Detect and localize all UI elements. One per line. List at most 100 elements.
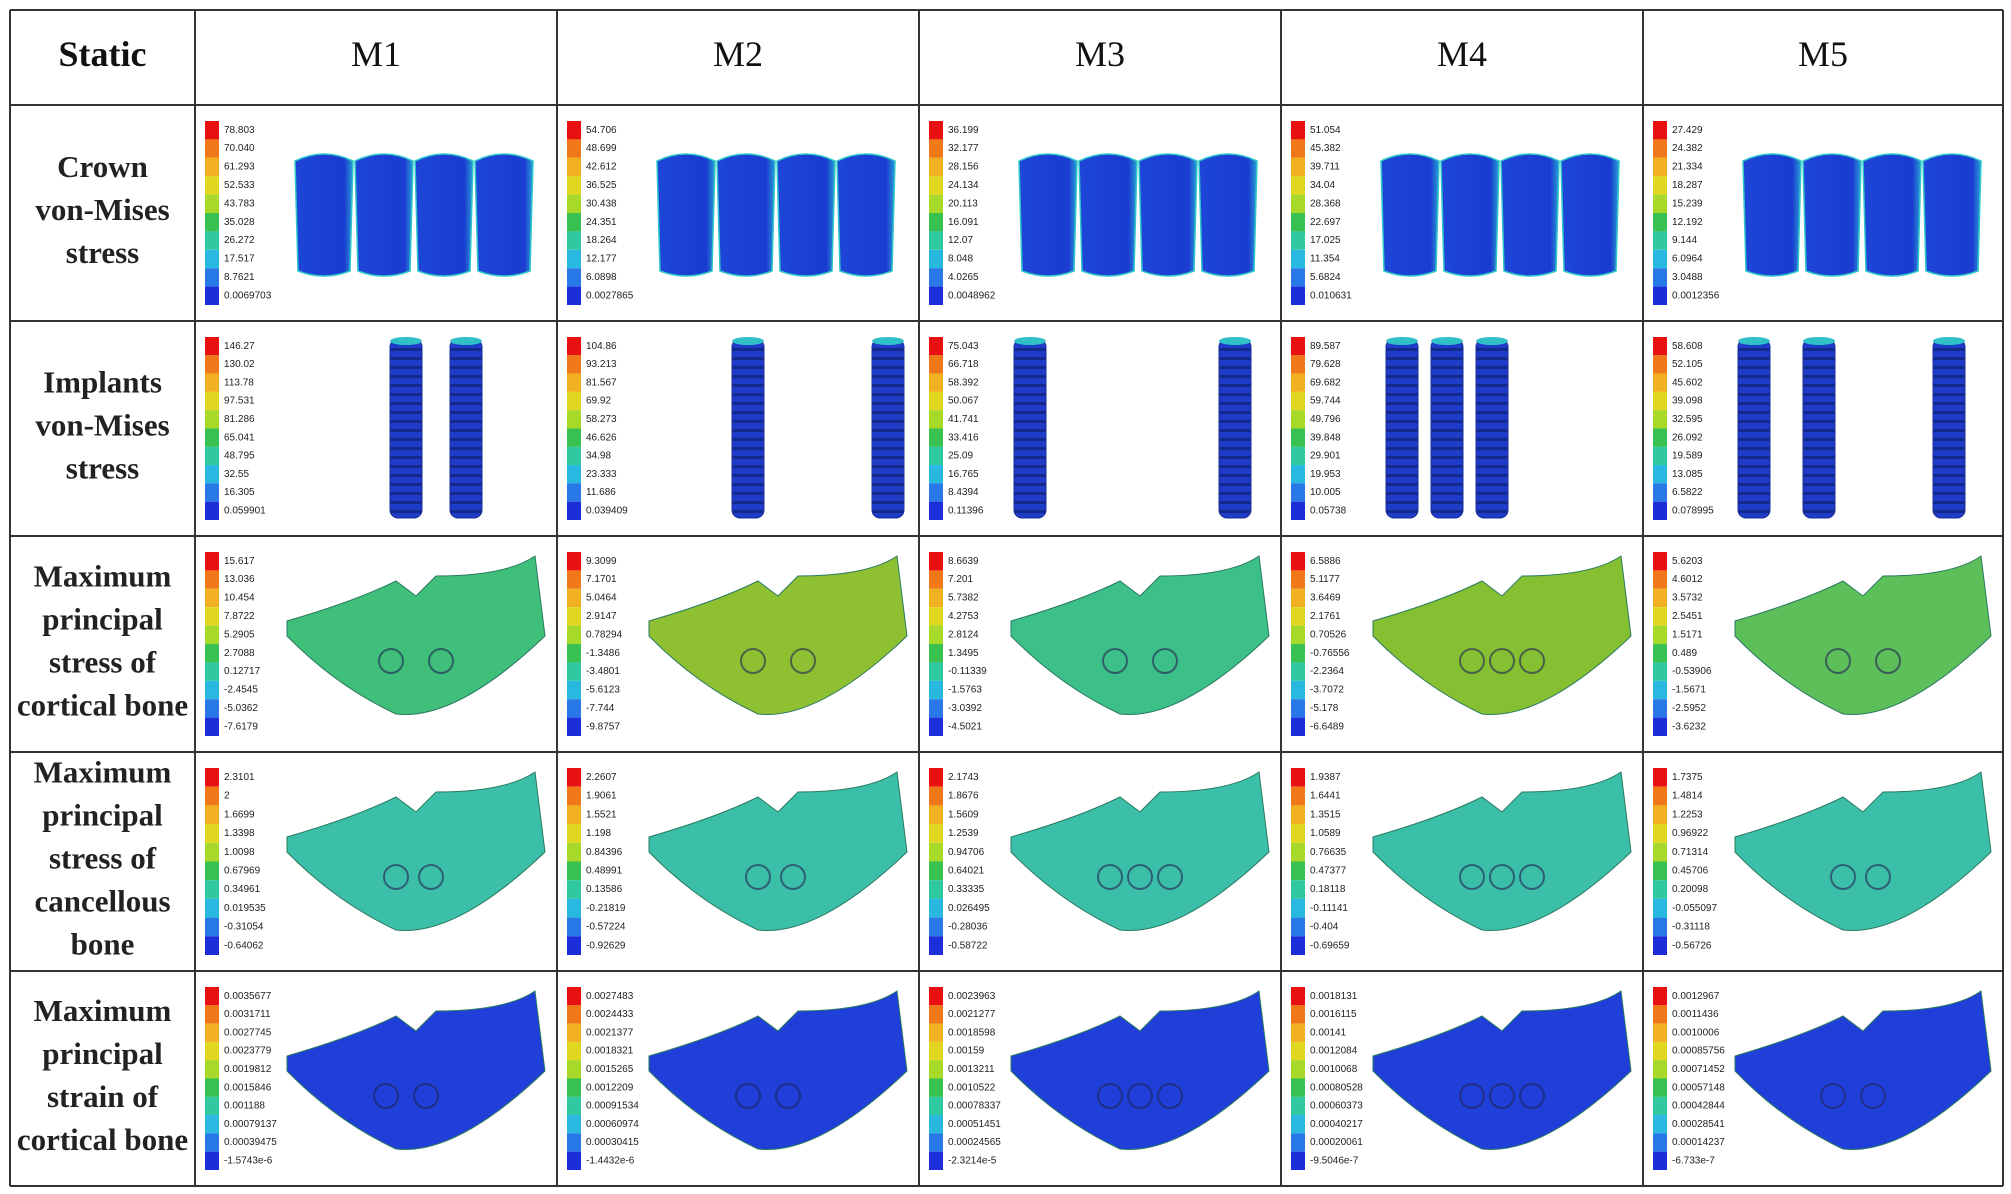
bone-model [286,555,546,716]
legend-label: 0.71314 [1672,847,1709,858]
legend-swatch [567,446,581,466]
legend-swatch [1653,446,1667,466]
legend-label: -1.5743e-6 [224,1155,273,1166]
legend-swatch [205,625,219,644]
bone-section [1372,990,1632,1151]
legend-label: 1.2539 [948,828,979,839]
legend-label: 2.1761 [1310,611,1341,622]
legend-label: 58.392 [948,377,979,388]
legend-label: 1.3515 [1310,809,1341,820]
legend-label: 0.64021 [948,865,985,876]
legend-swatch [205,446,219,466]
legend-label: -0.92629 [586,940,626,951]
legend-label: 48.699 [586,143,617,154]
legend-swatch [205,768,219,787]
legend-label: 39.711 [1310,162,1340,173]
legend-swatch [1291,717,1305,736]
legend-label: -7.744 [586,703,615,714]
legend-swatch [1291,1133,1305,1152]
legend-label: 29.901 [1310,451,1341,462]
legend-label: 75.043 [948,341,979,352]
legend-label: -6.733e-7 [1672,1155,1715,1166]
legend-swatch [1653,699,1667,718]
legend-label: 1.5171 [1672,629,1703,640]
legend-swatch [567,139,581,158]
legend-swatch [929,987,943,1006]
legend-label: 0.0027865 [586,290,634,301]
legend-label: 0.94706 [948,847,985,858]
crown-tooth [1198,153,1258,277]
legend-swatch [567,570,581,589]
row-label: principal [42,602,163,637]
crown-model [1018,153,1258,277]
legend-label: 52.533 [224,180,255,191]
legend-label: 39.098 [1672,396,1703,407]
legend-label: 0.0016115 [1310,1009,1357,1020]
row-label: cancellous [34,884,170,919]
legend-swatch [567,337,581,356]
bone-model [1010,555,1270,716]
legend-swatch [1653,1005,1667,1024]
legend-swatch [1653,824,1667,843]
legend-label: 1.6441 [1310,791,1341,802]
legend-swatch [567,391,581,411]
legend-swatch [929,861,943,881]
legend-label: 6.0964 [1672,254,1703,265]
implant [871,338,905,519]
row-label: cortical bone [17,688,188,723]
bone-model [1734,990,1992,1151]
legend-swatch [1291,805,1305,825]
legend-label: 9.3099 [586,556,617,567]
legend-swatch [567,1133,581,1152]
legend-label: 2.7088 [224,648,255,659]
legend-label: 0.001188 [224,1101,265,1112]
legend-label: 0.0035677 [224,991,272,1002]
legend-swatch [1653,176,1667,195]
legend-swatch [1291,121,1305,140]
legend-label: -9.8757 [586,721,620,732]
legend-swatch [567,231,581,250]
legend-label: 1.0098 [224,847,255,858]
implant-hole [1489,648,1515,674]
implant-hole [1459,648,1485,674]
legend-label: 0.00040217 [1310,1119,1363,1130]
legend-label: 0.0015846 [224,1082,272,1093]
legend-swatch [929,1096,943,1116]
legend-label: 1.2253 [1672,809,1703,820]
implant-hole [775,1083,801,1109]
implant-top [450,337,482,345]
legend-swatch [567,936,581,955]
legend-swatch [1653,231,1667,250]
legend-swatch [929,231,943,250]
legend-swatch [1653,680,1667,700]
legend-swatch [205,157,219,177]
legend-swatch [1291,337,1305,356]
legend-label: 45.382 [1310,143,1341,154]
implant-hole [383,864,409,890]
row-label: stress [66,235,139,270]
legend-swatch [1653,157,1667,177]
legend-swatch [929,1041,943,1061]
legend-swatch [1653,662,1667,681]
implant-model [1737,337,1966,519]
legend-label: 0.00014237 [1672,1137,1725,1148]
legend-label: 0.00024565 [948,1137,1001,1148]
legend-swatch [205,805,219,825]
legend-swatch [1653,355,1667,374]
legend-label: 0.67969 [224,865,261,876]
legend-swatch [1291,176,1305,195]
legend-label: -9.5046e-7 [1310,1155,1359,1166]
legend-label: -3.7072 [1310,685,1344,696]
legend-swatch [1291,410,1305,429]
legend-label: -6.6489 [1310,721,1344,732]
legend-label: 51.054 [1310,125,1341,136]
legend-swatch [205,410,219,429]
legend-label: -0.11141 [1310,903,1348,914]
legend-label: -5.6123 [586,685,620,696]
legend-swatch [929,483,943,502]
implant-hole [413,1083,439,1109]
legend-label: 16.305 [224,487,255,498]
implant-hole [1825,648,1851,674]
legend-swatch [567,805,581,825]
legend-swatch [929,1023,943,1042]
